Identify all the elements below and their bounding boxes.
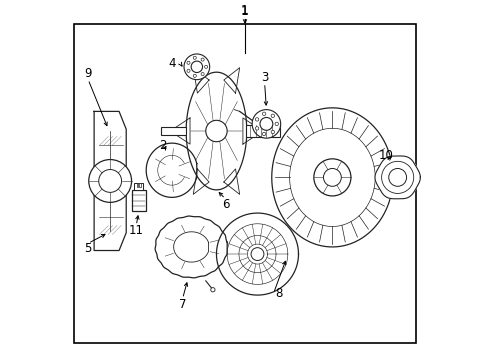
Polygon shape [375, 156, 420, 199]
Polygon shape [155, 216, 227, 278]
Text: 1: 1 [241, 4, 249, 17]
Circle shape [260, 117, 273, 130]
Text: 11: 11 [129, 224, 144, 237]
Text: 5: 5 [84, 242, 92, 255]
Circle shape [389, 168, 407, 186]
Polygon shape [224, 169, 240, 194]
Text: 10: 10 [378, 149, 393, 162]
Text: 6: 6 [221, 198, 229, 211]
Bar [161, 127, 186, 135]
Circle shape [187, 61, 190, 64]
Circle shape [255, 127, 259, 130]
Circle shape [262, 132, 266, 136]
Text: 1: 1 [241, 5, 249, 18]
Circle shape [252, 109, 281, 138]
Circle shape [193, 74, 196, 77]
Circle shape [275, 122, 278, 126]
Polygon shape [193, 169, 209, 194]
Circle shape [187, 69, 190, 72]
Circle shape [89, 159, 132, 202]
Polygon shape [193, 68, 209, 93]
Polygon shape [186, 72, 247, 190]
Polygon shape [146, 143, 197, 197]
Text: 4: 4 [168, 57, 175, 70]
Polygon shape [224, 68, 240, 93]
Bar [139, 183, 141, 187]
Circle shape [271, 114, 274, 117]
Text: 3: 3 [261, 71, 269, 84]
Circle shape [99, 170, 122, 192]
Bar [246, 125, 280, 137]
Text: 9: 9 [84, 67, 92, 80]
Bar [132, 190, 146, 211]
Circle shape [201, 72, 204, 76]
Bar [134, 184, 143, 190]
Circle shape [191, 61, 202, 72]
Circle shape [255, 118, 259, 121]
Polygon shape [243, 118, 263, 144]
Polygon shape [173, 232, 209, 262]
Circle shape [211, 288, 215, 292]
Circle shape [184, 54, 210, 80]
Circle shape [251, 248, 264, 261]
Polygon shape [170, 118, 190, 144]
Circle shape [205, 65, 208, 68]
Bar [392, 170, 401, 185]
Polygon shape [217, 213, 298, 295]
Circle shape [271, 130, 274, 134]
Text: 8: 8 [275, 287, 283, 300]
Circle shape [206, 120, 227, 142]
Circle shape [262, 112, 266, 116]
Circle shape [201, 58, 204, 61]
Text: 2: 2 [159, 139, 167, 152]
Polygon shape [94, 111, 126, 251]
Circle shape [382, 161, 414, 193]
Bar [74, 24, 416, 343]
Circle shape [193, 56, 196, 59]
Polygon shape [272, 108, 393, 247]
Text: 7: 7 [179, 297, 186, 311]
Circle shape [323, 168, 342, 186]
Circle shape [314, 159, 351, 196]
Bar [137, 183, 138, 187]
